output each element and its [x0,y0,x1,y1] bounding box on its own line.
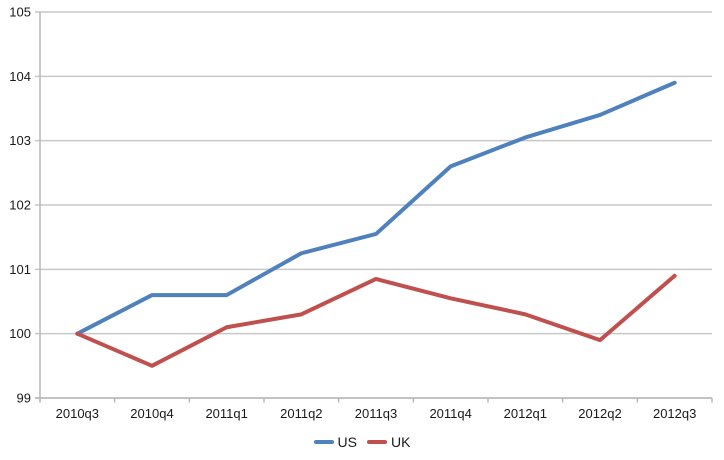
x-axis-tick-label: 2012q2 [578,406,621,421]
y-axis-tick-label: 100 [9,326,31,341]
y-axis-tick-label: 105 [9,5,31,20]
legend-item-us: US [313,434,357,450]
chart-legend: US UK [0,434,724,450]
x-axis-tick-label: 2012q3 [653,406,696,421]
y-axis-labels: 99 100 101 102 103 104 105 [9,5,31,406]
legend-label: UK [391,434,411,450]
legend-label: US [337,434,357,450]
y-axis-tick-label: 103 [9,133,31,148]
gridlines [35,11,712,399]
series-line-us [75,80,677,336]
legend-line-swatch-us [313,440,334,444]
y-axis-tick-label: 104 [9,69,31,84]
legend-item-uk: UK [367,434,410,450]
x-axis-tick-label: 2011q3 [355,406,397,421]
x-axis-tick-label: 2011q2 [280,406,322,421]
x-axis-labels: 2010q3 2010q4 2011q1 2011q2 2011q3 2011q4 2012… [56,406,697,421]
y-axis-tick-label: 102 [9,198,31,213]
x-axis-tick-label: 2012q1 [504,406,547,421]
x-axis-tick-label: 2010q3 [56,406,99,421]
axes [35,12,713,403]
x-axis-tick-label: 2011q4 [429,406,471,421]
series-line-uk [75,273,677,368]
y-axis-tick-label: 101 [9,262,31,277]
x-axis-tick-label: 2011q1 [205,406,247,421]
x-axis-tick-label: 2010q4 [130,406,173,421]
legend-line-swatch-uk [367,440,387,444]
series-lines [75,80,677,368]
y-axis-tick-label: 99 [17,391,31,406]
